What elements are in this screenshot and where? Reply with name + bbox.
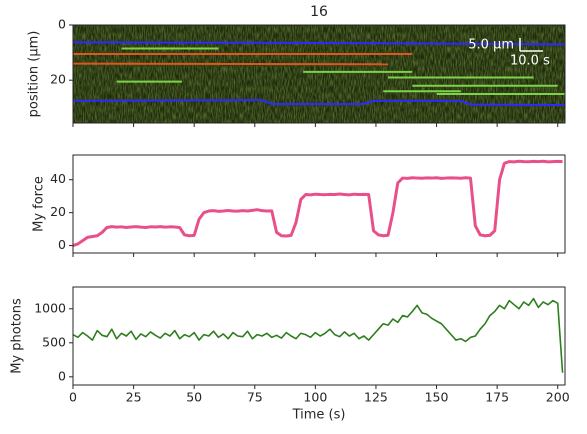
kymo-noise — [73, 25, 565, 123]
axes-frame — [72, 286, 566, 386]
x-tick-label: 125 — [364, 390, 388, 405]
x-tick-label: 200 — [546, 390, 570, 405]
line — [73, 159, 563, 248]
x-tick-label: 175 — [485, 390, 509, 405]
scale-bar-label: 5.0 μm — [468, 38, 514, 53]
plot-area — [73, 25, 565, 123]
y-axis-label: position (μm) — [27, 31, 42, 118]
plot-area — [73, 297, 564, 373]
axes-frame — [72, 24, 566, 124]
x-tick-label: 25 — [126, 390, 142, 405]
y-axis-label: My force — [32, 176, 47, 232]
x-tick-label: 75 — [247, 390, 263, 405]
y-tick-label: 500 — [42, 334, 66, 349]
kymo-trace — [73, 41, 565, 46]
y-tick-label: 20 — [50, 72, 66, 87]
y-tick-label: 40 — [50, 171, 66, 186]
x-tick-label: 50 — [186, 390, 202, 405]
y-tick-label: 1000 — [34, 300, 66, 315]
x-tick-label: 0 — [69, 390, 77, 405]
x-tick-label: 150 — [425, 390, 449, 405]
x-tick-label: 100 — [303, 390, 327, 405]
line — [73, 297, 564, 373]
y-tick-label: 20 — [50, 204, 66, 219]
scale-bar-label: 10.0 s — [510, 54, 550, 69]
y-tick-label: 0 — [58, 17, 66, 32]
x-axis-label: Time (s) — [292, 408, 346, 423]
kymo-trace — [73, 62, 389, 66]
kymo-trace — [73, 99, 565, 107]
plot-area — [73, 159, 563, 248]
y-axis-label: My photons — [10, 298, 25, 374]
y-tick-label: 0 — [58, 237, 66, 252]
chart-title: 16 — [310, 4, 328, 20]
axes-frame — [72, 154, 566, 254]
y-tick-label: 0 — [58, 368, 66, 383]
